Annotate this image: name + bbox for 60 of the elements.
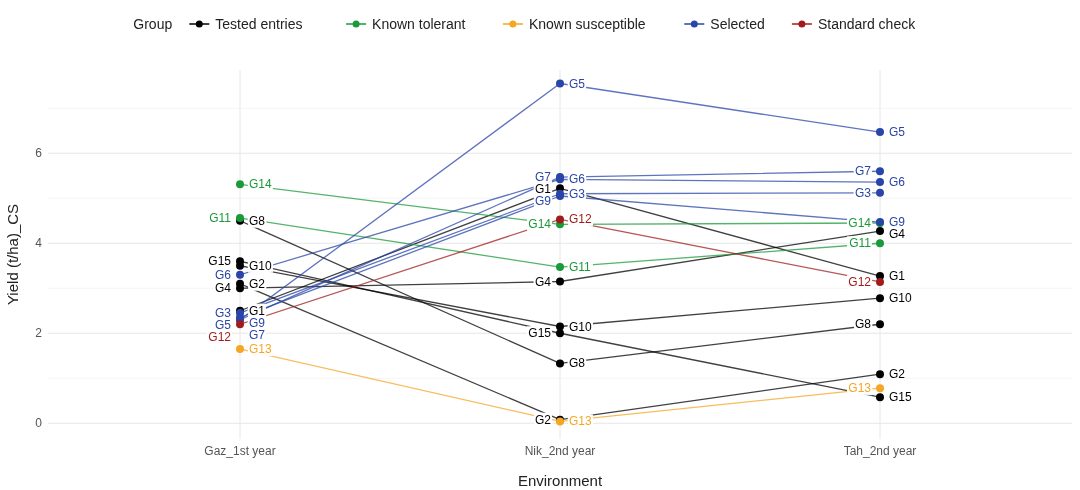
annotation: G6 [889, 175, 906, 190]
annotation: G7 [249, 327, 266, 342]
annotation: G7 [854, 164, 872, 179]
annotation: G10 [889, 291, 913, 306]
annotation: G11 [209, 211, 232, 226]
legend-label: Standard check [817, 15, 917, 32]
annotation: G1 [534, 182, 552, 197]
annotation: G10 [569, 319, 593, 334]
annotation: G14 [528, 217, 552, 232]
annotation: G10 [249, 258, 273, 273]
annotation: G2 [249, 276, 266, 291]
annotation: G4 [889, 227, 906, 242]
annotation: G15 [208, 254, 232, 269]
annotation: G5 [569, 76, 586, 91]
annotation: G7 [534, 170, 552, 185]
annotation: G13 [249, 342, 273, 356]
annotation: G12 [569, 212, 593, 227]
legend-label: Known susceptible [528, 15, 646, 32]
annotation: G5 [889, 125, 906, 140]
annotation: G2 [534, 412, 552, 427]
x-tick-label: Gaz_1st year [204, 444, 276, 458]
annotation: G8 [569, 356, 586, 371]
annotation: G2 [889, 367, 906, 382]
annotation: G3 [569, 186, 586, 201]
annotation: G12 [208, 330, 232, 344]
annotation: G1 [249, 303, 266, 318]
annotation: G12 [848, 274, 872, 289]
annotation: G3 [854, 185, 872, 200]
annotation: G8 [249, 213, 266, 228]
annotation: G13 [569, 414, 593, 429]
legend-label: Selected [710, 15, 765, 32]
annotation: G15 [889, 390, 913, 405]
y-tick-label: 2 [35, 326, 43, 341]
y-tick-label: 0 [35, 416, 43, 431]
annotation: G9 [889, 215, 906, 230]
legend-label: Known tolerant [372, 15, 466, 32]
annotation: G9 [249, 315, 266, 330]
annotation: G15 [528, 326, 552, 341]
annotation: G5 [214, 318, 232, 332]
annotation: G9 [534, 194, 552, 209]
annotation: G11 [849, 236, 872, 251]
x-axis-title: Environment [517, 472, 603, 489]
annotation: G6 [569, 172, 586, 187]
annotation: G4 [214, 281, 232, 296]
annotation: G8 [854, 317, 872, 332]
annotation: G14 [249, 177, 273, 192]
legend-title: Group [133, 15, 173, 32]
annotation: G13 [848, 381, 872, 396]
y-tick-label: 6 [35, 146, 43, 161]
annotation: G4 [534, 274, 552, 289]
annotation: G11 [569, 260, 592, 275]
y-axis-title: Yield (t/ha)_CS [4, 203, 21, 306]
x-tick-label: Nik_2nd year [524, 444, 596, 458]
y-tick-label: 4 [35, 236, 43, 251]
legend-label: Tested entries [215, 15, 303, 32]
x-tick-label: Tah_2nd year [843, 444, 917, 458]
annotation: G6 [214, 267, 232, 282]
annotation: G1 [889, 269, 906, 284]
annotation: G3 [214, 306, 232, 320]
annotation: G14 [848, 216, 872, 230]
